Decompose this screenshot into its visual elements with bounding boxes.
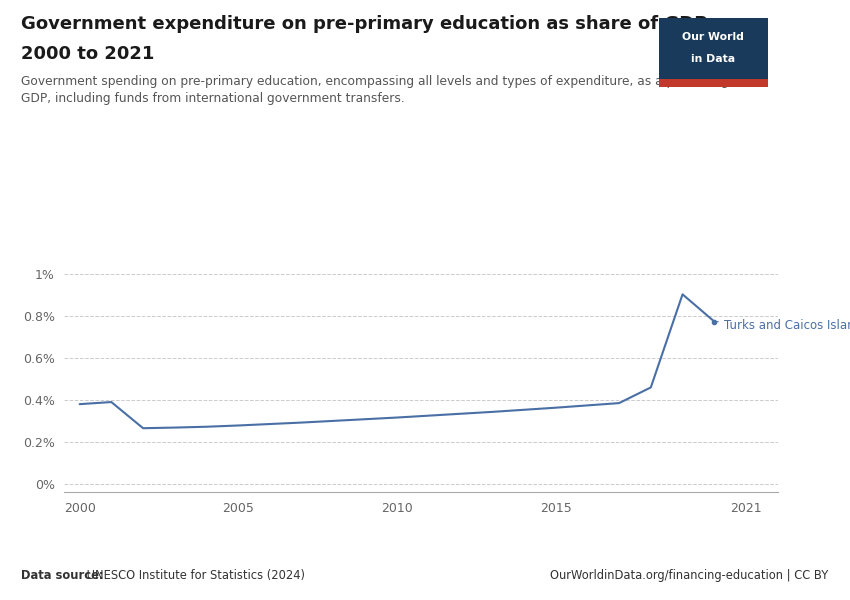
Text: UNESCO Institute for Statistics (2024): UNESCO Institute for Statistics (2024)	[83, 569, 305, 582]
Text: in Data: in Data	[691, 55, 735, 64]
Text: Our World: Our World	[683, 32, 744, 41]
Text: OurWorldinData.org/financing-education | CC BY: OurWorldinData.org/financing-education |…	[551, 569, 829, 582]
Text: Turks and Caicos Islands: Turks and Caicos Islands	[717, 319, 850, 332]
Text: Data source:: Data source:	[21, 569, 104, 582]
Text: Government expenditure on pre-primary education as share of GDP,: Government expenditure on pre-primary ed…	[21, 15, 711, 33]
Text: 2000 to 2021: 2000 to 2021	[21, 45, 155, 63]
Text: Government spending on pre-primary education, encompassing all levels and types : Government spending on pre-primary educa…	[21, 75, 752, 105]
